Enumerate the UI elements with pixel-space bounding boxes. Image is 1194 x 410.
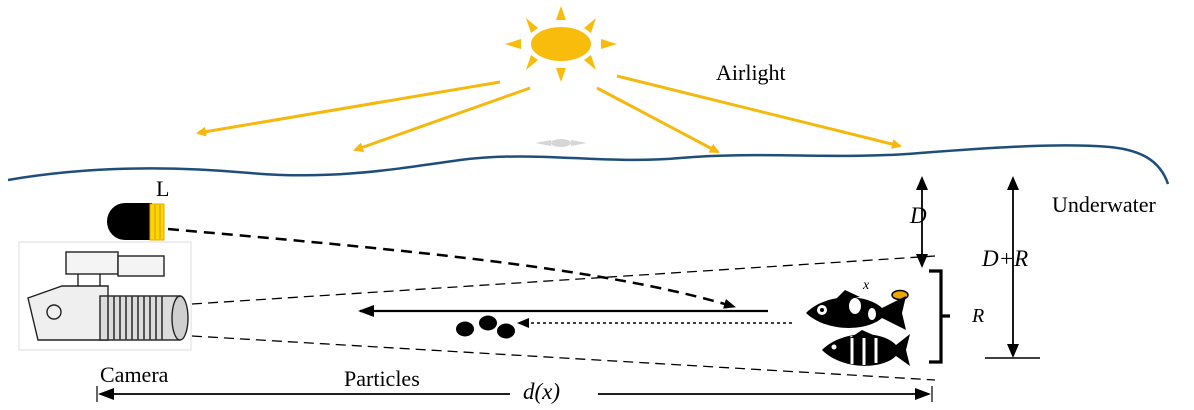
fov-lower-line <box>192 336 935 380</box>
underwater-label: Underwater <box>1052 194 1156 216</box>
range-label: R <box>972 306 984 326</box>
fish-icon <box>806 290 906 330</box>
target-point-icon <box>892 291 908 300</box>
sun-reflection <box>535 139 587 147</box>
airlight-ray-4 <box>617 76 900 146</box>
depth-plus-range-label: D+R <box>982 247 1028 270</box>
particles-label: Particles <box>344 368 420 390</box>
airlight-label: Airlight <box>716 62 786 84</box>
fov-upper-line <box>192 256 935 304</box>
sun-icon <box>505 6 617 82</box>
striped-fish-icon <box>822 330 910 366</box>
point-label: x <box>863 279 869 293</box>
airlight-ray-1 <box>198 82 500 133</box>
distance-label: d(x) <box>523 380 560 403</box>
depth-label: D <box>910 204 927 227</box>
camera-label: Camera <box>100 364 168 386</box>
lamp-label: L <box>156 178 169 200</box>
particle-icon <box>456 316 515 339</box>
airlight-ray-2 <box>355 88 530 150</box>
lamp-beam <box>168 229 735 307</box>
lamp-icon <box>107 203 164 240</box>
range-bracket <box>929 271 950 362</box>
water-surface <box>8 145 1168 184</box>
camera-icon <box>19 242 191 350</box>
